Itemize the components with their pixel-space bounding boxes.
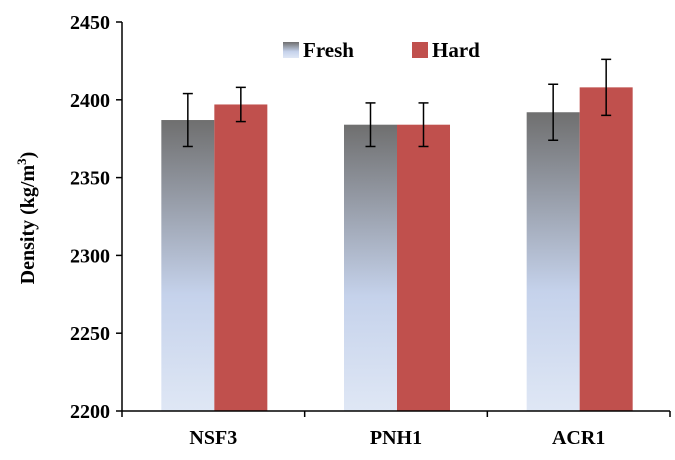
bar-fresh-pnh1	[344, 124, 397, 412]
error-bars-layer	[182, 58, 612, 148]
y-axis-label-superscript: 3	[14, 158, 29, 165]
bar-fresh-acr1	[526, 112, 580, 412]
y-axis-label-main: Density (kg/m	[17, 165, 39, 285]
error-bar-fresh-acr1	[548, 83, 559, 142]
y-tick-label: 2200	[70, 401, 110, 423]
x-tick-label: NSF3	[189, 427, 237, 449]
bar-fresh-nsf3	[161, 120, 215, 411]
bar-hard-acr1	[579, 87, 633, 412]
bar-hard-pnh1	[397, 124, 450, 412]
y-tick-label: 2250	[70, 323, 110, 345]
legend-swatch-hard	[412, 42, 428, 58]
y-tick-label: 2300	[70, 245, 110, 267]
error-bar-hard-acr1	[601, 58, 612, 117]
error-bar-hard-nsf3	[235, 86, 246, 123]
y-axis-label: Density (kg/m3)	[14, 152, 39, 285]
y-tick-label: 2450	[70, 12, 110, 34]
x-axis-ticks: NSF3 PNH1 ACR1	[121, 411, 671, 449]
error-bar-hard-pnh1	[418, 102, 429, 148]
y-axis-label-suffix: )	[17, 152, 39, 159]
legend: Fresh Hard	[283, 38, 480, 62]
y-tick-label: 2350	[70, 168, 110, 190]
bars-layer	[161, 87, 633, 412]
y-axis-ticks: 2200 2250 2300 2350 2400 2450	[70, 12, 122, 423]
legend-label-hard: Hard	[432, 38, 480, 62]
bar-hard-nsf3	[214, 104, 268, 411]
x-tick-label: PNH1	[370, 427, 422, 449]
legend-label-fresh: Fresh	[303, 38, 354, 62]
legend-swatch-fresh	[283, 42, 299, 58]
y-tick-label: 2400	[70, 90, 110, 112]
x-tick-label: ACR1	[552, 427, 605, 449]
error-bar-fresh-nsf3	[182, 92, 193, 148]
error-bar-fresh-pnh1	[365, 102, 376, 148]
